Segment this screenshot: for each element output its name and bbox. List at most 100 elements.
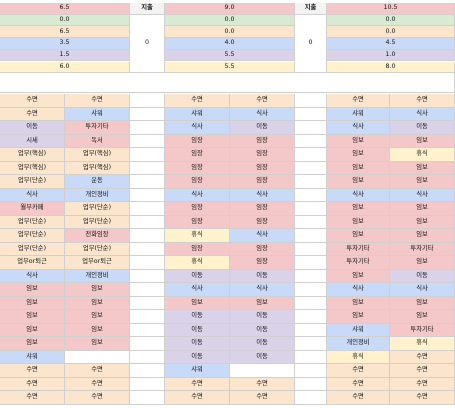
blank-cell[interactable] bbox=[130, 134, 165, 148]
schedule-cell[interactable]: 수면 bbox=[165, 94, 230, 108]
schedule-cell[interactable]: 업무(단순) bbox=[0, 242, 65, 256]
schedule-cell[interactable]: 업무(핵심) bbox=[65, 148, 130, 162]
schedule-cell[interactable]: 임보 bbox=[327, 215, 390, 229]
schedule-cell[interactable]: 투자기타 bbox=[390, 242, 455, 256]
schedule-cell[interactable]: 수면 bbox=[230, 94, 295, 108]
schedule-cell[interactable]: 수면 bbox=[65, 94, 130, 108]
schedule-cell[interactable]: 임장 bbox=[165, 134, 230, 148]
schedule-cell[interactable]: 식사 bbox=[165, 283, 230, 297]
blank-cell[interactable] bbox=[295, 391, 327, 405]
schedule-cell[interactable]: 임보 bbox=[327, 148, 390, 162]
schedule-cell[interactable]: 이동 bbox=[230, 310, 295, 324]
schedule-cell[interactable]: 이동 bbox=[165, 269, 230, 283]
schedule-cell[interactable]: 수면 bbox=[327, 94, 390, 108]
schedule-cell[interactable]: 식사 bbox=[327, 283, 390, 297]
schedule-cell[interactable] bbox=[230, 364, 295, 378]
schedule-cell[interactable]: 임장 bbox=[165, 148, 230, 162]
schedule-cell[interactable]: 임장 bbox=[165, 242, 230, 256]
schedule-cell[interactable]: 임보 bbox=[390, 310, 455, 324]
schedule-cell[interactable]: 샤워 bbox=[327, 107, 390, 121]
blank-cell[interactable] bbox=[130, 242, 165, 256]
schedule-cell[interactable]: 샤워 bbox=[165, 364, 230, 378]
summary-value-cell[interactable]: 0.0 bbox=[165, 26, 295, 39]
schedule-cell[interactable]: 수면 bbox=[0, 364, 65, 378]
schedule-cell[interactable]: 임보 bbox=[327, 229, 390, 243]
blank-cell[interactable] bbox=[295, 148, 327, 162]
schedule-cell[interactable]: 수면 bbox=[390, 350, 455, 364]
schedule-cell[interactable]: 독서 bbox=[65, 134, 130, 148]
schedule-cell[interactable]: 식사 bbox=[165, 121, 230, 135]
schedule-cell[interactable]: 식사 bbox=[327, 121, 390, 135]
schedule-cell[interactable]: 개인정비 bbox=[65, 269, 130, 283]
schedule-cell[interactable]: 개인정비 bbox=[65, 188, 130, 202]
blank-cell[interactable] bbox=[130, 107, 165, 121]
schedule-cell[interactable]: 임보 bbox=[390, 175, 455, 189]
blank-cell[interactable] bbox=[295, 350, 327, 364]
blank-cell[interactable] bbox=[130, 161, 165, 175]
schedule-cell[interactable]: 임장 bbox=[230, 215, 295, 229]
blank-cell[interactable] bbox=[295, 256, 327, 270]
schedule-cell[interactable]: 휴식 bbox=[390, 337, 455, 351]
blank-cell[interactable] bbox=[295, 188, 327, 202]
blank-cell[interactable] bbox=[130, 323, 165, 337]
schedule-cell[interactable]: 투자기타 bbox=[390, 323, 455, 337]
blank-cell[interactable] bbox=[130, 175, 165, 189]
blank-cell[interactable] bbox=[295, 269, 327, 283]
schedule-cell[interactable]: 임장 bbox=[230, 134, 295, 148]
schedule-cell[interactable]: 식사 bbox=[390, 188, 455, 202]
schedule-cell[interactable]: 이동 bbox=[390, 121, 455, 135]
blank-cell[interactable] bbox=[130, 350, 165, 364]
schedule-cell[interactable]: 수면 bbox=[390, 377, 455, 391]
schedule-cell[interactable]: 수면 bbox=[0, 377, 65, 391]
schedule-cell[interactable]: 임장 bbox=[230, 148, 295, 162]
blank-cell[interactable] bbox=[130, 148, 165, 162]
summary-value-cell[interactable]: 5.5 bbox=[165, 49, 295, 62]
blank-cell[interactable] bbox=[295, 202, 327, 216]
schedule-cell[interactable]: 샤워 bbox=[165, 107, 230, 121]
schedule-cell[interactable]: 이동 bbox=[390, 269, 455, 283]
blank-cell[interactable] bbox=[295, 296, 327, 310]
schedule-cell[interactable]: 수면 bbox=[327, 391, 390, 405]
blank-cell[interactable] bbox=[295, 242, 327, 256]
schedule-cell[interactable]: 수면 bbox=[0, 391, 65, 405]
schedule-cell[interactable]: 임보 bbox=[230, 296, 295, 310]
schedule-cell[interactable]: 임장 bbox=[230, 175, 295, 189]
blank-cell[interactable] bbox=[295, 121, 327, 135]
schedule-cell[interactable]: 이동 bbox=[165, 310, 230, 324]
schedule-cell[interactable]: 수면 bbox=[390, 94, 455, 108]
blank-cell[interactable] bbox=[295, 107, 327, 121]
summary-value-cell[interactable]: 1.0 bbox=[327, 49, 455, 62]
blank-cell[interactable] bbox=[130, 296, 165, 310]
summary-value-cell[interactable]: 4.0 bbox=[165, 38, 295, 50]
schedule-cell[interactable]: 업무(단순) bbox=[0, 175, 65, 189]
blank-cell[interactable] bbox=[295, 337, 327, 351]
blank-cell[interactable] bbox=[130, 310, 165, 324]
schedule-cell[interactable]: 이동 bbox=[0, 121, 65, 135]
schedule-cell[interactable]: 임보 bbox=[65, 296, 130, 310]
schedule-cell[interactable]: 업무(단순) bbox=[0, 229, 65, 243]
blank-cell[interactable] bbox=[130, 256, 165, 270]
schedule-cell[interactable]: 수면 bbox=[0, 107, 65, 121]
schedule-cell[interactable]: 임장 bbox=[230, 202, 295, 216]
schedule-cell[interactable]: 휴식 bbox=[390, 148, 455, 162]
schedule-cell[interactable]: 임장 bbox=[165, 215, 230, 229]
schedule-cell[interactable]: 수면 bbox=[165, 377, 230, 391]
schedule-cell[interactable]: 임보 bbox=[390, 256, 455, 270]
schedule-cell[interactable]: 이동 bbox=[165, 350, 230, 364]
blank-cell[interactable] bbox=[130, 202, 165, 216]
schedule-cell[interactable]: 샤워 bbox=[0, 350, 65, 364]
summary-value-cell[interactable]: 6.0 bbox=[0, 61, 130, 74]
blank-cell[interactable] bbox=[295, 377, 327, 391]
blank-cell[interactable] bbox=[295, 364, 327, 378]
blank-cell[interactable] bbox=[130, 121, 165, 135]
schedule-cell[interactable]: 임장 bbox=[230, 256, 295, 270]
schedule-cell[interactable]: 임보 bbox=[390, 134, 455, 148]
summary-value-cell[interactable]: 5.5 bbox=[165, 61, 295, 74]
schedule-cell[interactable]: 수면 bbox=[390, 364, 455, 378]
spend-header[interactable]: 지출 bbox=[130, 3, 165, 15]
schedule-cell[interactable]: 식사 bbox=[0, 269, 65, 283]
schedule-cell[interactable]: 투자기타 bbox=[327, 242, 390, 256]
blank-cell[interactable] bbox=[130, 377, 165, 391]
schedule-cell[interactable]: 임보 bbox=[65, 283, 130, 297]
